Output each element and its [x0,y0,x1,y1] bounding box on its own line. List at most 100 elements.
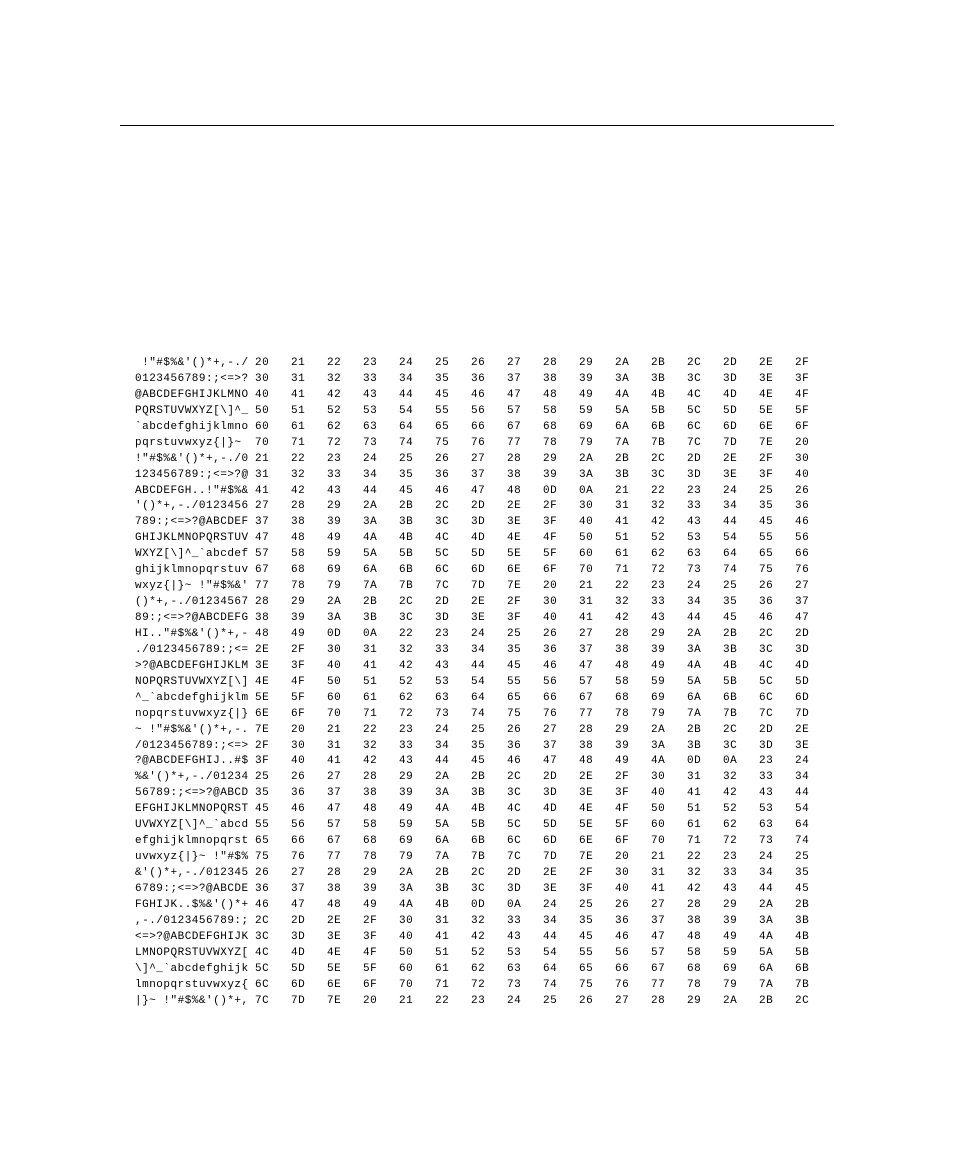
hex-cell: 7A [687,707,723,723]
page: !"#$%&'()*+,-./202122232425262728292A2B2… [0,0,954,1009]
table-row: >?@ABCDEFGHIJKLM3E3F40414243444546474849… [135,659,831,675]
hex-cell: 4B [435,898,471,914]
ascii-label: EFGHIJKLMNOPQRST [135,802,255,818]
hex-cell: 44 [543,930,579,946]
hex-cell: 61 [363,691,399,707]
hex-cell: 68 [543,420,579,436]
hex-cell: 29 [579,356,615,372]
hex-cell: 6B [651,420,687,436]
ascii-label: |}~ !"#$%&'()*+, [135,994,255,1010]
table-row: efghijklmnopqrst65666768696A6B6C6D6E6F70… [135,834,831,850]
hex-cell: 49 [327,531,363,547]
hex-cell: 3F [363,930,399,946]
table-row: ?@ABCDEFGHIJ..#$3F404142434445464748494A… [135,754,831,770]
hex-cell: 46 [471,388,507,404]
hex-cell: 39 [543,468,579,484]
hex-cell: 52 [327,404,363,420]
hex-cell: 4C [435,531,471,547]
hex-cell: 27 [255,499,291,515]
hex-cell: 31 [615,499,651,515]
hex-cell: 41 [291,388,327,404]
table-row: ghijklmnopqrstuv6768696A6B6C6D6E6F707172… [135,563,831,579]
hex-cell: 3C [687,372,723,388]
hex-cell: 0D [471,898,507,914]
hex-cell: 47 [291,898,327,914]
table-row: EFGHIJKLMNOPQRST45464748494A4B4C4D4E4F50… [135,802,831,818]
hex-cell: 3C [471,882,507,898]
ascii-label: efghijklmnopqrst [135,834,255,850]
hex-cell: 22 [651,484,687,500]
hex-cell: 51 [363,675,399,691]
hex-cell: 75 [759,563,795,579]
hex-cell: 67 [255,563,291,579]
table-row: /0123456789:;<=>2F303132333435363738393A… [135,739,831,755]
hex-cell: 3A [651,739,687,755]
hex-cell: 43 [723,882,759,898]
hex-cell: 30 [399,914,435,930]
hex-cell: 2B [687,723,723,739]
hex-cell: 47 [327,802,363,818]
ascii-label: '()*+,-./0123456 [135,499,255,515]
hex-cell: 3F [543,515,579,531]
page-divider [120,125,834,126]
hex-cell: 3C [651,468,687,484]
hex-cell: 26 [507,723,543,739]
ascii-label: UVWXYZ[\]^_`abcd [135,818,255,834]
hex-cell: 6A [759,962,795,978]
hex-cell: 3C [723,739,759,755]
hex-cell: 6E [255,707,291,723]
hex-cell: 55 [759,531,795,547]
hex-cell: 2B [615,452,651,468]
hex-cell: 3E [543,882,579,898]
hex-cell: 72 [651,563,687,579]
hex-cell: 37 [507,372,543,388]
hex-cell: 2D [795,627,831,643]
hex-cell: 35 [399,468,435,484]
hex-cell: 56 [795,531,831,547]
hex-cell: 78 [615,707,651,723]
hex-cell: 25 [255,770,291,786]
hex-cell: 56 [471,404,507,420]
hex-cell: 75 [255,850,291,866]
ascii-label: !"#$%&'()*+,-./ [135,356,255,372]
hex-cell: 2E [255,643,291,659]
hex-cell: 26 [759,579,795,595]
ascii-label: ,-./0123456789:; [135,914,255,930]
hex-cell: 28 [291,499,327,515]
ascii-label: ()*+,-./01234567 [135,595,255,611]
hex-cell: 62 [723,818,759,834]
hex-cell: 45 [255,802,291,818]
hex-cell: 7D [471,579,507,595]
hex-cell: 34 [399,372,435,388]
hex-cell: 32 [399,643,435,659]
hex-cell: 4F [291,675,327,691]
hex-cell: 45 [399,484,435,500]
hex-cell: 4C [687,388,723,404]
hex-cell: 5B [795,946,831,962]
hex-cell: 20 [363,994,399,1010]
hex-cell: 5C [687,404,723,420]
hex-cell: 77 [579,707,615,723]
hex-cell: 37 [327,786,363,802]
hex-cell: 37 [471,468,507,484]
hex-cell: 5C [435,547,471,563]
table-row: `abcdefghijklmno606162636465666768696A6B… [135,420,831,436]
hex-cell: 38 [615,643,651,659]
hex-cell: 32 [651,499,687,515]
hex-cell: 5C [759,675,795,691]
hex-cell: 48 [363,802,399,818]
hex-cell: 3F [579,882,615,898]
hex-cell: 63 [363,420,399,436]
table-row: %&'()*+,-./0123425262728292A2B2C2D2E2F30… [135,770,831,786]
hex-cell: 2A [363,499,399,515]
hex-cell: 43 [687,515,723,531]
hex-cell: 26 [795,484,831,500]
hex-cell: 6D [291,978,327,994]
hex-cell: 23 [435,627,471,643]
hex-cell: 29 [363,866,399,882]
hex-cell: 36 [615,914,651,930]
hex-cell: 6C [435,563,471,579]
hex-cell: 6B [795,962,831,978]
hex-cell: 44 [363,484,399,500]
hex-cell: 79 [651,707,687,723]
